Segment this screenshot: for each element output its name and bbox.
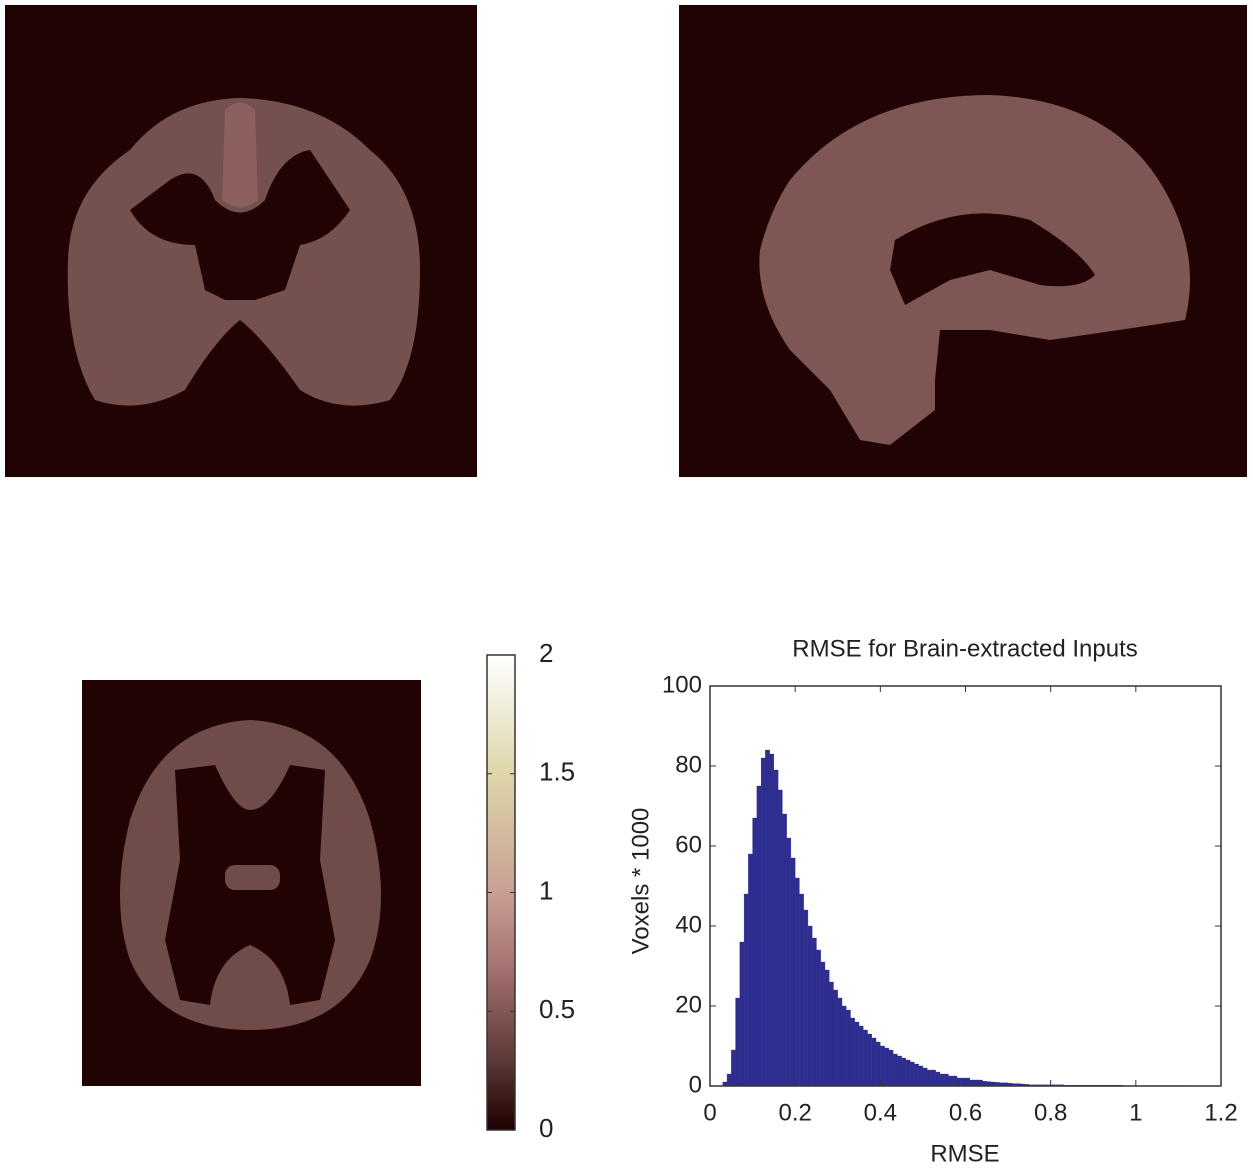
bar <box>952 1075 958 1087</box>
bar <box>841 1005 847 1087</box>
bar <box>901 1057 907 1087</box>
colorbar-tick-label: 1.5 <box>539 757 575 787</box>
bar <box>765 749 770 1087</box>
bar <box>773 769 779 1087</box>
colorbar-tick-label: 1 <box>539 875 553 905</box>
x-tick-label: 0.4 <box>864 1099 897 1126</box>
bar <box>850 1017 855 1087</box>
bar <box>931 1069 936 1087</box>
bar <box>969 1079 975 1087</box>
bar <box>909 1061 915 1087</box>
bar <box>769 753 775 1087</box>
bar <box>807 925 813 1087</box>
bar <box>944 1073 949 1087</box>
y-tick-label: 40 <box>675 911 702 938</box>
bar <box>863 1029 868 1087</box>
bar <box>867 1033 872 1087</box>
bar <box>846 1009 851 1087</box>
y-tick-label: 20 <box>675 991 702 1018</box>
y-tick-label: 0 <box>689 1071 702 1098</box>
colorbar-tick-label: 2 <box>539 638 553 668</box>
bar <box>892 1053 898 1087</box>
bar <box>935 1071 941 1087</box>
bar <box>799 893 804 1087</box>
bar <box>897 1055 902 1087</box>
bar <box>888 1049 894 1087</box>
colorbar: 0 0.5 1 1.5 2 <box>486 638 575 1143</box>
bar <box>871 1037 877 1087</box>
bar <box>820 961 826 1087</box>
y-tick-label: 60 <box>675 831 702 858</box>
bar <box>726 1073 732 1087</box>
bar <box>880 1045 885 1087</box>
histogram: RMSE for Brain-extracted Inputs RMSE Vox… <box>627 635 1237 1167</box>
bar <box>973 1079 979 1087</box>
bar <box>777 789 783 1087</box>
bar <box>875 1041 881 1087</box>
sagittal-slice <box>679 5 1247 477</box>
axial-slice <box>82 680 421 1086</box>
bar <box>790 857 796 1087</box>
bar <box>965 1077 970 1087</box>
bar <box>829 981 834 1087</box>
x-tick-label: 0 <box>703 1099 716 1126</box>
bar <box>905 1059 911 1087</box>
y-tick-label: 100 <box>662 671 702 698</box>
bar <box>743 893 749 1087</box>
bar <box>786 837 792 1087</box>
bar <box>739 941 745 1087</box>
bar <box>961 1077 966 1087</box>
bar <box>760 757 766 1087</box>
x-tick-label: 0.6 <box>949 1099 982 1126</box>
y-axis-label: Voxels * 1000 <box>627 808 654 955</box>
bar <box>948 1075 953 1087</box>
bar <box>858 1025 864 1087</box>
bar <box>939 1073 945 1087</box>
bar <box>927 1069 932 1087</box>
bar <box>731 1049 736 1087</box>
chart-title: RMSE for Brain-extracted Inputs <box>792 635 1137 662</box>
bar <box>978 1079 983 1087</box>
colorbar-tick-label: 0.5 <box>539 994 575 1024</box>
x-tick-label: 0.8 <box>1034 1099 1067 1126</box>
x-tick-label: 1 <box>1129 1099 1142 1126</box>
bar <box>956 1077 962 1087</box>
bar <box>884 1047 890 1087</box>
bar <box>914 1063 919 1087</box>
x-tick-label: 0.2 <box>778 1099 811 1126</box>
bar <box>812 937 817 1087</box>
colorbar-tick-label: 0 <box>539 1113 553 1143</box>
bar <box>854 1021 860 1087</box>
x-tick-label: 1.2 <box>1204 1099 1237 1126</box>
bar <box>748 853 753 1087</box>
bar <box>782 813 787 1087</box>
bar <box>803 909 809 1087</box>
bar <box>918 1065 924 1087</box>
bar <box>752 817 757 1087</box>
bar <box>833 989 838 1087</box>
bar <box>824 969 830 1087</box>
bar <box>837 997 843 1087</box>
x-axis-label: RMSE <box>930 1140 999 1167</box>
bar <box>922 1067 928 1087</box>
bar <box>816 949 821 1087</box>
bar <box>735 997 740 1087</box>
bar <box>795 877 800 1087</box>
bar <box>756 785 762 1087</box>
coronal-slice <box>5 5 477 477</box>
y-tick-label: 80 <box>675 751 702 778</box>
